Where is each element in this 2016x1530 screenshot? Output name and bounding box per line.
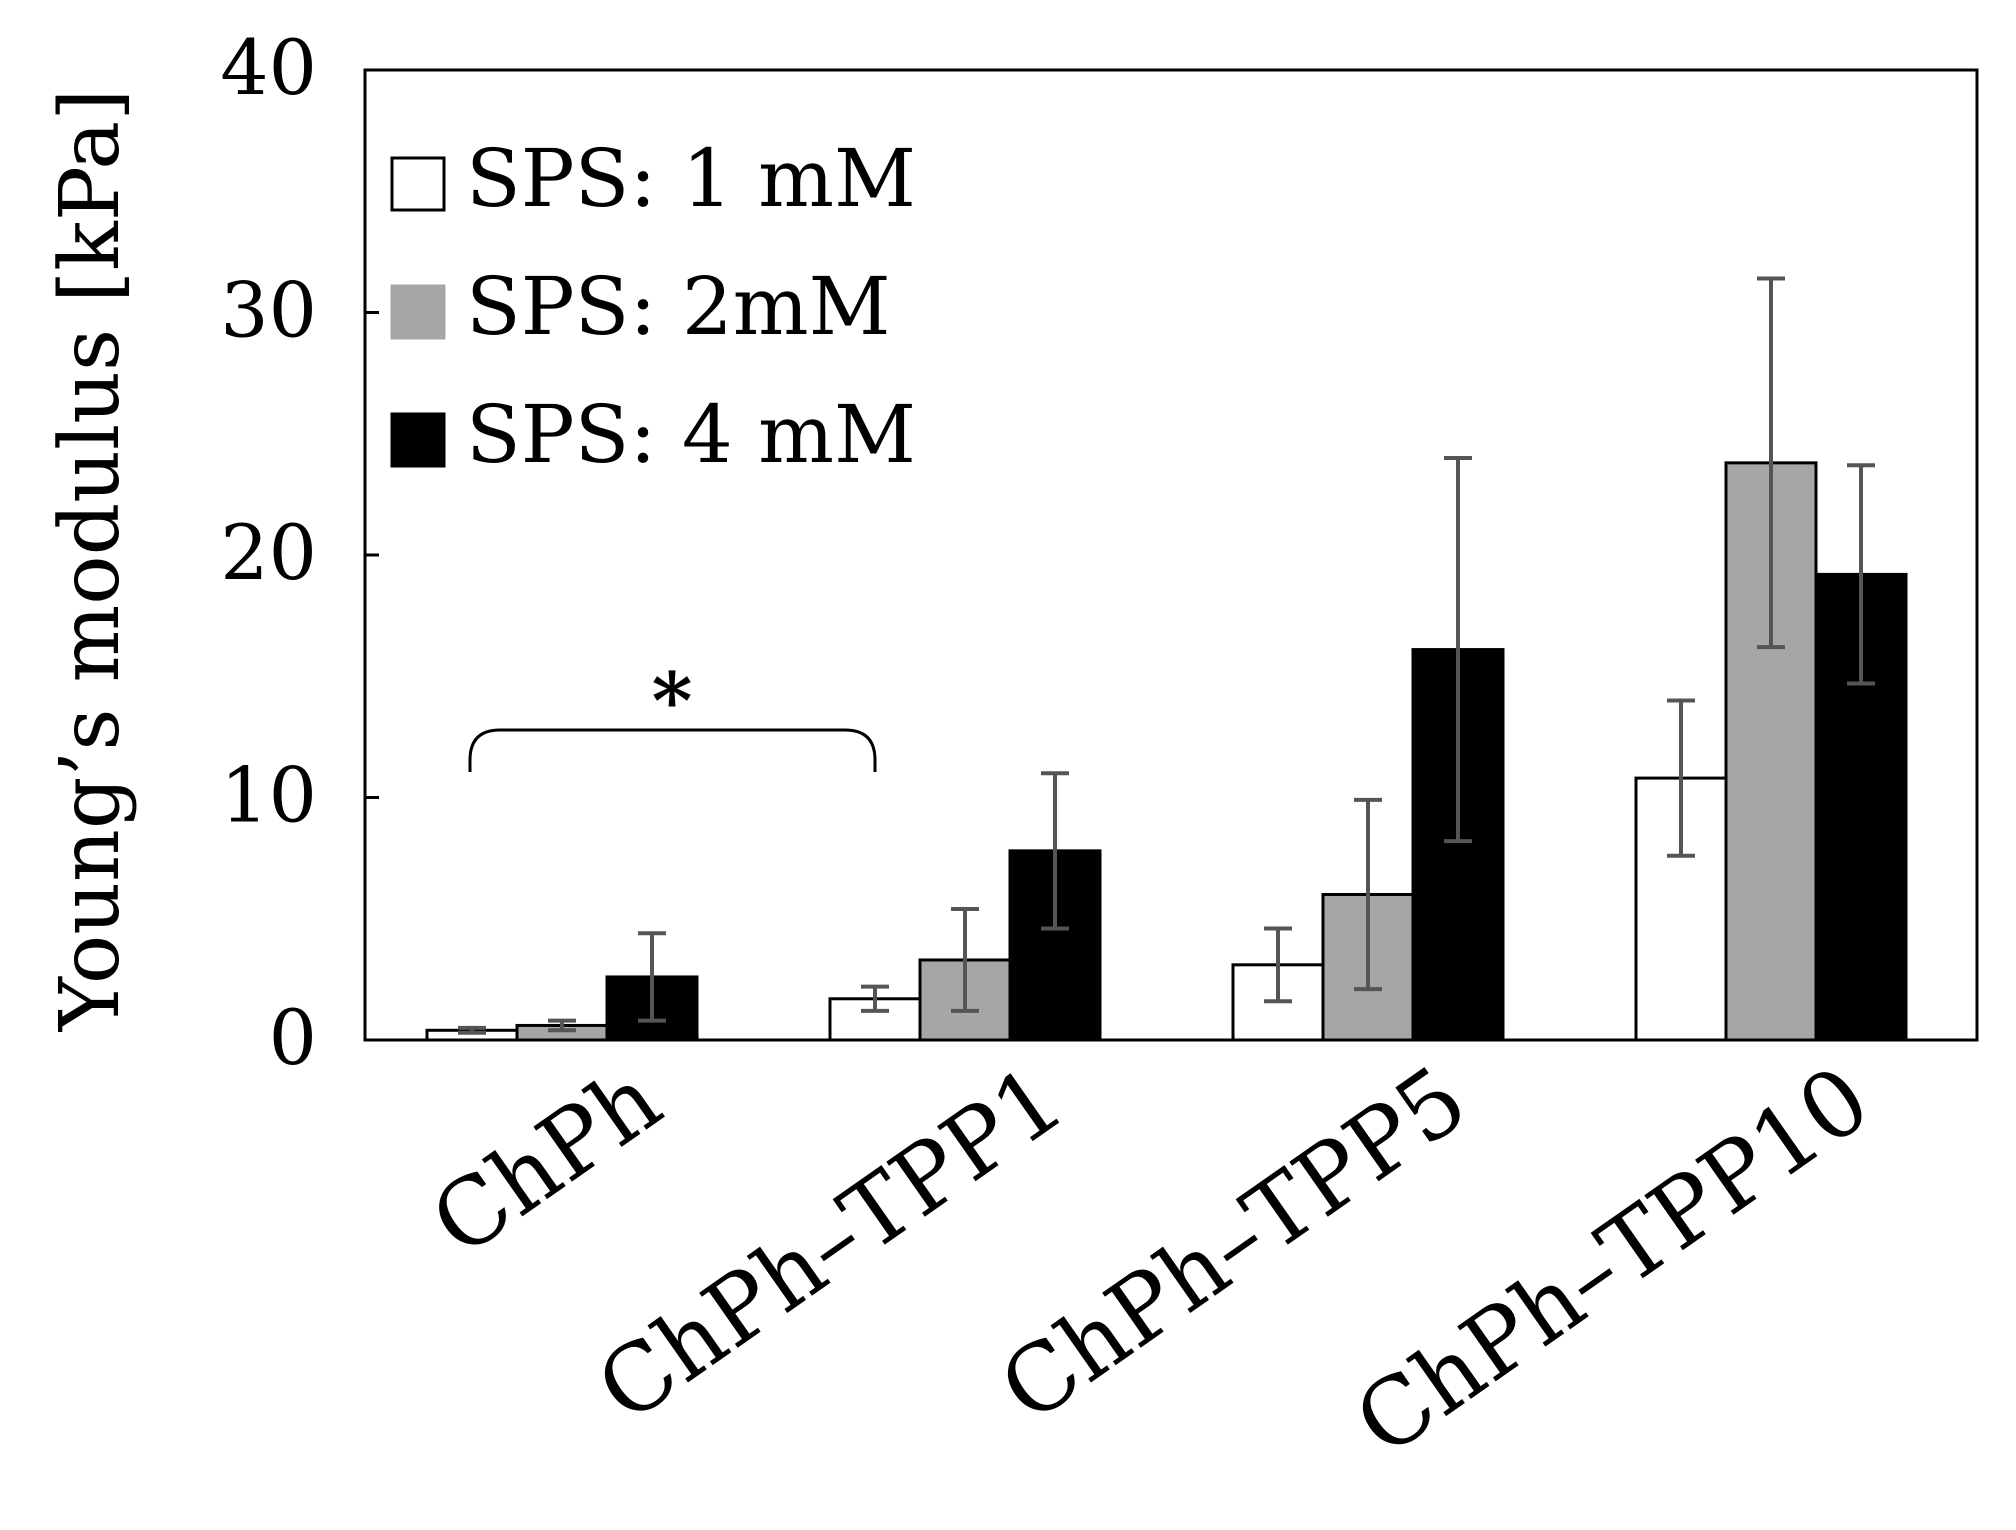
error-bars [458, 276, 1875, 1035]
y-tick-label-2: 20 [220, 508, 317, 597]
bar-series [425, 461, 1908, 1042]
y-axis-label: Young’s modulus [kPa] [43, 89, 138, 1032]
y-axis [365, 68, 379, 1042]
legend-label-sps-4mm: SPS: 4 mM [466, 388, 916, 481]
plot-area-frame [363, 68, 1979, 1042]
legend-label-sps-2mm: SPS: 2mM [466, 260, 891, 353]
y-tick-labels: 0 10 20 30 40 [220, 23, 317, 1082]
legend-swatch-sps-1mm [390, 156, 446, 212]
bar-sps-4mm-1 [1008, 849, 1102, 1042]
y-tick-label-0: 0 [269, 993, 317, 1082]
y-tick-label-3: 30 [220, 266, 317, 355]
significance-bracket [468, 728, 877, 772]
legend-swatch-sps-4mm [390, 412, 446, 468]
legend-label-sps-1mm: SPS: 1 mM [466, 132, 916, 225]
significance-annotation: * [468, 656, 877, 772]
x-tick-label-0: ChPh [413, 1045, 680, 1277]
y-tick-label-4: 40 [220, 23, 317, 112]
legend: SPS: 1 mM SPS: 2mM SPS: 4 mM [390, 132, 916, 481]
legend-swatch-sps-2mm [390, 284, 446, 340]
y-tick-label-1: 10 [220, 751, 317, 840]
significance-asterisk: * [652, 656, 693, 747]
